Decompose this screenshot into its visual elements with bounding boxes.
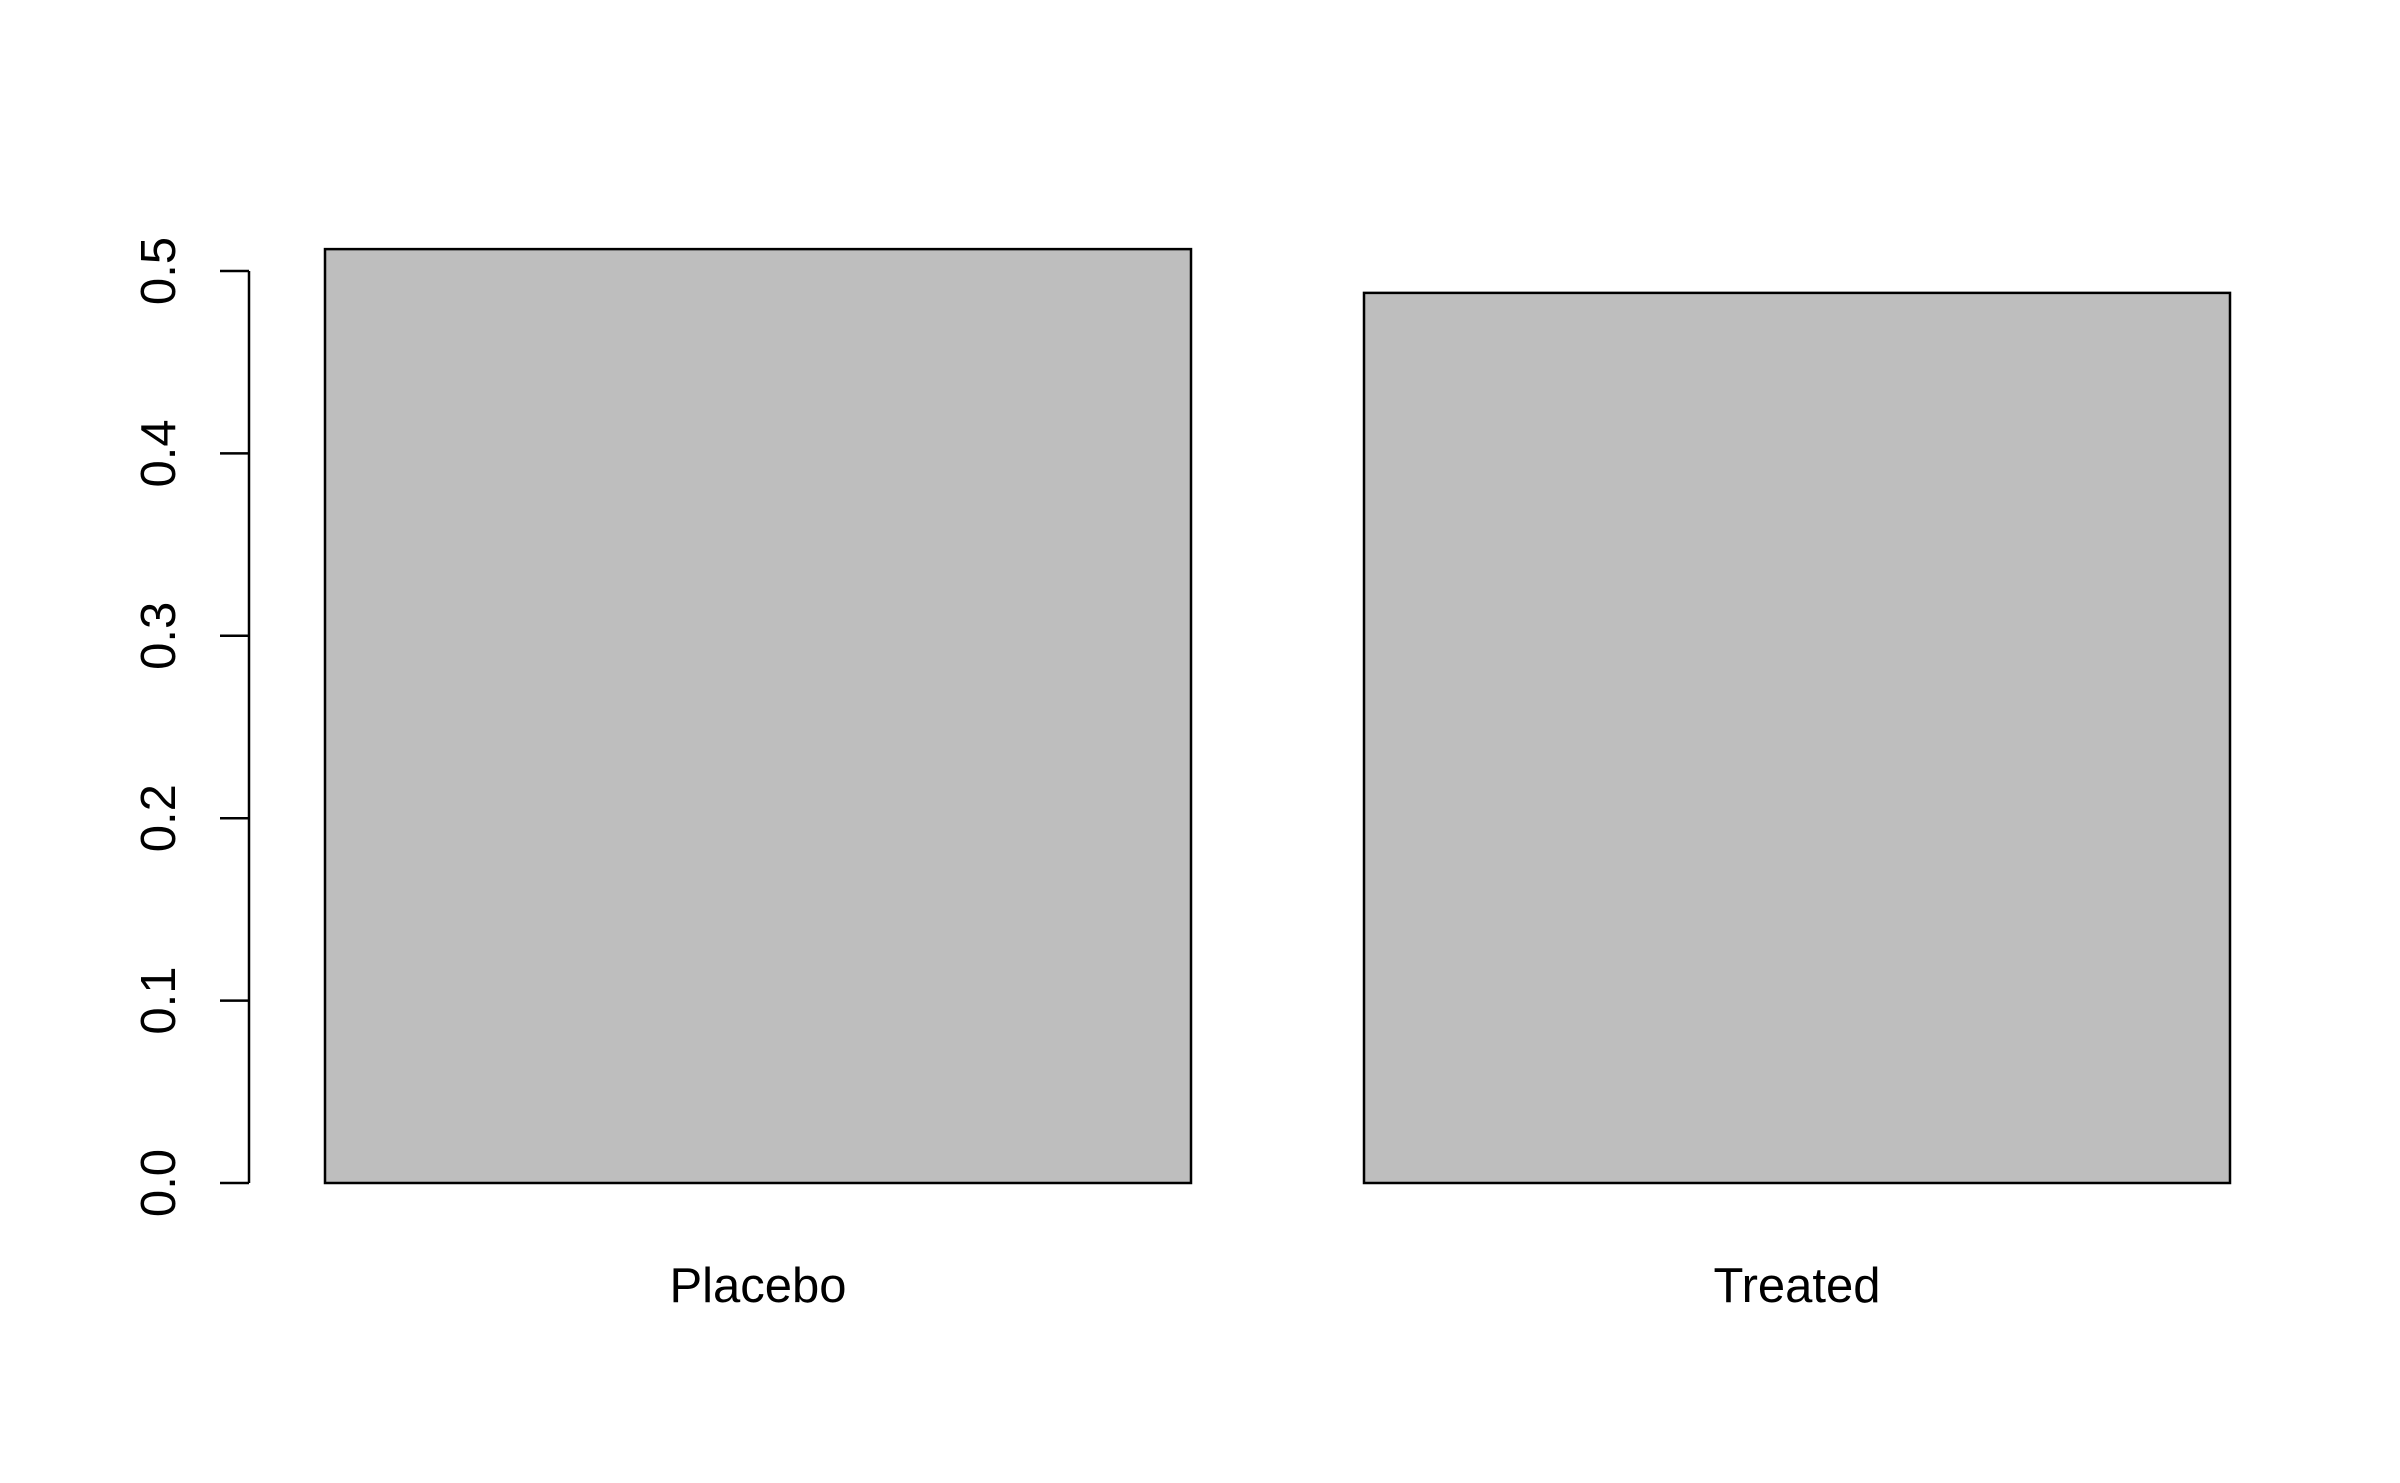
x-axis-labels: Placebo Treated <box>669 1259 1880 1313</box>
x-category-label: Placebo <box>669 1259 846 1313</box>
y-tick-label: 0.4 <box>132 419 186 487</box>
y-tick-label: 0.0 <box>132 1149 186 1217</box>
y-tick-label: 0.1 <box>132 967 186 1035</box>
x-category-label: Treated <box>1713 1259 1880 1313</box>
y-tick-label: 0.5 <box>132 237 186 305</box>
y-axis: 0.0 0.1 0.2 0.3 0.4 0.5 <box>132 237 251 1217</box>
y-tick-label: 0.2 <box>132 784 186 852</box>
bar-treated <box>1362 291 2232 1185</box>
bar-placebo <box>323 247 1193 1185</box>
bars <box>323 247 2232 1185</box>
y-tick-label: 0.3 <box>132 602 186 670</box>
